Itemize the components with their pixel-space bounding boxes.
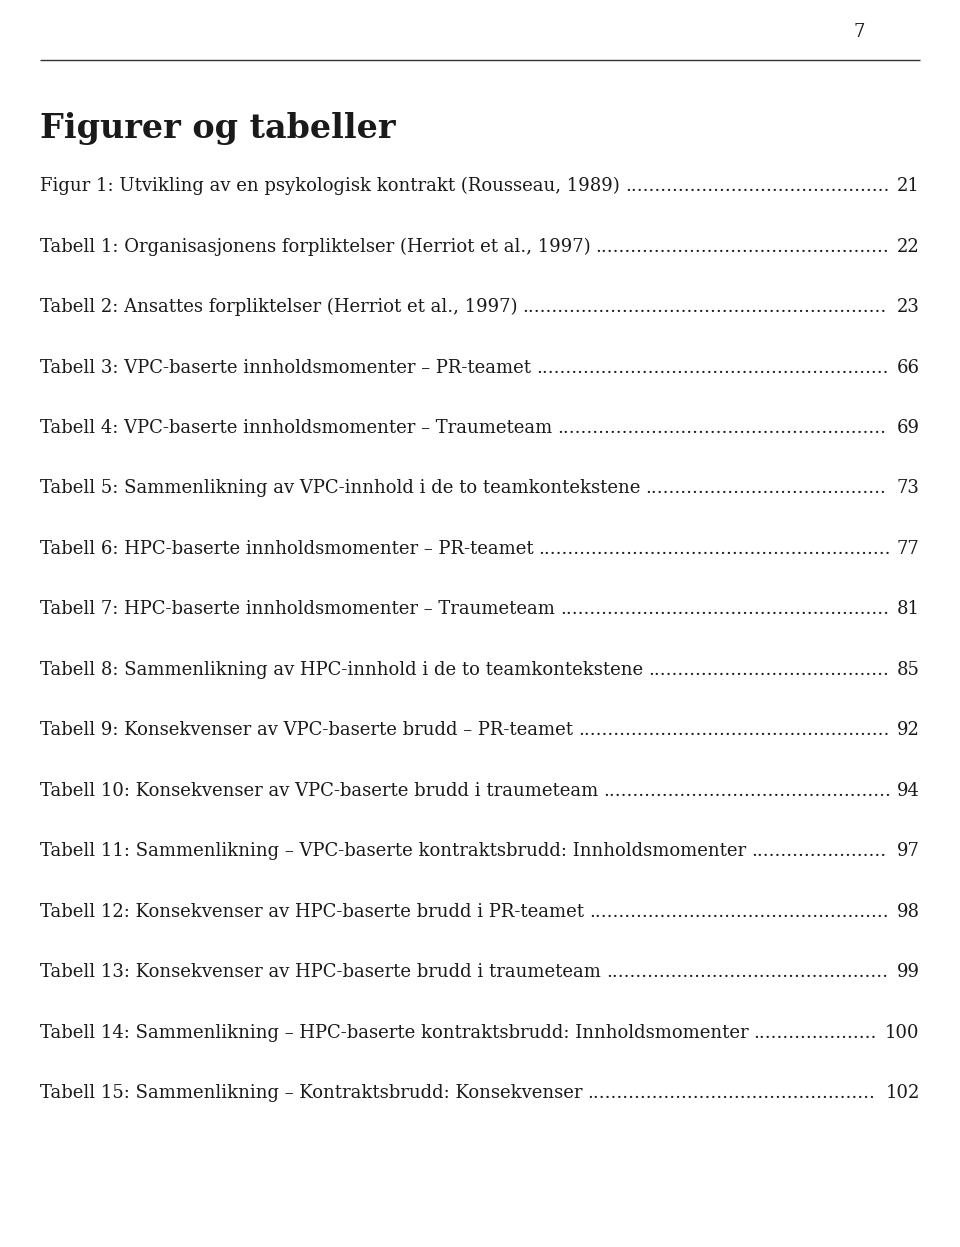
Text: 7: 7: [853, 24, 865, 41]
Text: 66: 66: [897, 359, 920, 377]
Text: Tabell 9: Konsekvenser av VPC-baserte brudd – PR-teamet: Tabell 9: Konsekvenser av VPC-baserte br…: [40, 721, 573, 739]
Text: Tabell 13: Konsekvenser av HPC-baserte brudd i traumeteam: Tabell 13: Konsekvenser av HPC-baserte b…: [40, 964, 601, 981]
Text: ................................................: ........................................…: [606, 964, 888, 981]
Text: 21: 21: [897, 177, 920, 195]
Text: 73: 73: [897, 480, 920, 498]
Text: ..............................................................: ........................................…: [522, 298, 887, 315]
Text: 69: 69: [897, 419, 920, 436]
Text: .....................: .....................: [754, 1024, 877, 1041]
Text: 100: 100: [885, 1024, 920, 1041]
Text: .......................: .......................: [752, 843, 886, 860]
Text: Tabell 10: Konsekvenser av VPC-baserte brudd i traumeteam: Tabell 10: Konsekvenser av VPC-baserte b…: [40, 782, 599, 799]
Text: .................................................: ........................................…: [604, 782, 891, 799]
Text: 85: 85: [897, 661, 920, 678]
Text: Tabell 2: Ansattes forpliktelser (Herriot et al., 1997): Tabell 2: Ansattes forpliktelser (Herrio…: [40, 298, 517, 317]
Text: Tabell 8: Sammenlikning av HPC-innhold i de to teamkontekstene: Tabell 8: Sammenlikning av HPC-innhold i…: [40, 661, 643, 678]
Text: Tabell 4: VPC-baserte innholdsmomenter – Traumeteam: Tabell 4: VPC-baserte innholdsmomenter –…: [40, 419, 553, 436]
Text: Tabell 5: Sammenlikning av VPC-innhold i de to teamkontekstene: Tabell 5: Sammenlikning av VPC-innhold i…: [40, 480, 640, 498]
Text: Figurer og tabeller: Figurer og tabeller: [40, 112, 396, 145]
Text: ........................................................: ........................................…: [558, 419, 886, 436]
Text: 102: 102: [885, 1085, 920, 1102]
Text: ...................................................: ........................................…: [589, 903, 889, 920]
Text: 92: 92: [897, 721, 920, 739]
Text: ..................................................: ........................................…: [596, 237, 890, 256]
Text: Tabell 3: VPC-baserte innholdsmomenter – PR-teamet: Tabell 3: VPC-baserte innholdsmomenter –…: [40, 359, 531, 377]
Text: .....................................................: ........................................…: [578, 721, 890, 739]
Text: 77: 77: [897, 540, 920, 557]
Text: Tabell 7: HPC-baserte innholdsmomenter – Traumeteam: Tabell 7: HPC-baserte innholdsmomenter –…: [40, 601, 555, 619]
Text: 23: 23: [897, 298, 920, 315]
Text: Tabell 11: Sammenlikning – VPC-baserte kontraktsbrudd: Innholdsmomenter: Tabell 11: Sammenlikning – VPC-baserte k…: [40, 843, 747, 860]
Text: 98: 98: [897, 903, 920, 920]
Text: Tabell 15: Sammenlikning – Kontraktsbrudd: Konsekvenser: Tabell 15: Sammenlikning – Kontraktsbrud…: [40, 1085, 583, 1102]
Text: ........................................................: ........................................…: [560, 601, 889, 619]
Text: .............................................: ........................................…: [625, 177, 889, 195]
Text: Tabell 6: HPC-baserte innholdsmomenter – PR-teamet: Tabell 6: HPC-baserte innholdsmomenter –…: [40, 540, 534, 557]
Text: Figur 1: Utvikling av en psykologisk kontrakt (Rousseau, 1989): Figur 1: Utvikling av en psykologisk kon…: [40, 177, 620, 196]
Text: Tabell 1: Organisasjonens forpliktelser (Herriot et al., 1997): Tabell 1: Organisasjonens forpliktelser …: [40, 237, 591, 256]
Text: ............................................................: ........................................…: [539, 540, 891, 557]
Text: 81: 81: [897, 601, 920, 619]
Text: .........................................: ........................................…: [645, 480, 886, 498]
Text: 99: 99: [897, 964, 920, 981]
Text: Tabell 12: Konsekvenser av HPC-baserte brudd i PR-teamet: Tabell 12: Konsekvenser av HPC-baserte b…: [40, 903, 585, 920]
Text: 22: 22: [897, 237, 920, 256]
Text: 97: 97: [897, 843, 920, 860]
Text: .................................................: ........................................…: [588, 1085, 876, 1102]
Text: 94: 94: [897, 782, 920, 799]
Text: .........................................: ........................................…: [648, 661, 889, 678]
Text: Tabell 14: Sammenlikning – HPC-baserte kontraktsbrudd: Innholdsmomenter: Tabell 14: Sammenlikning – HPC-baserte k…: [40, 1024, 749, 1041]
Text: ............................................................: ........................................…: [536, 359, 889, 377]
